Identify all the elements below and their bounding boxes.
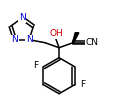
Polygon shape [72, 33, 79, 43]
Text: N: N [26, 35, 32, 44]
Text: CN: CN [86, 38, 99, 47]
Text: OH: OH [49, 29, 63, 38]
Text: F: F [33, 61, 38, 70]
Text: F: F [80, 80, 85, 89]
Text: N: N [19, 14, 25, 22]
Text: N: N [12, 35, 18, 44]
